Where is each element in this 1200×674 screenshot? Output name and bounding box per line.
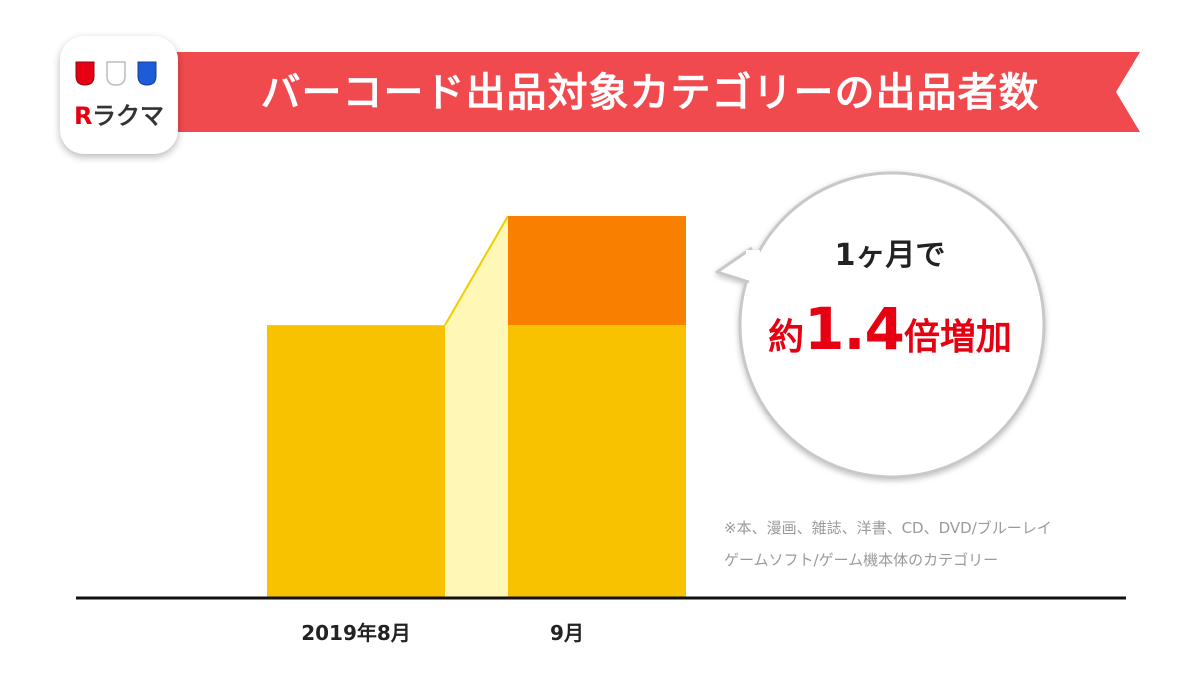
- bar-09-increase: [508, 216, 686, 326]
- page-title: バーコード出品対象カテゴリーの出品者数: [260, 70, 1040, 116]
- rakuma-logo-icon: R ラクマ: [74, 61, 164, 130]
- growth-connector: [445, 216, 508, 598]
- footnote-line-2: ゲームソフト/ゲーム機本体のカテゴリー: [724, 551, 999, 569]
- footnote-line-1: ※本、漫画、雑誌、洋書、CD、DVD/ブルーレイ: [724, 519, 1052, 537]
- bar-2019-08: [267, 325, 445, 598]
- callout-line-2: 約1.4倍増加: [740, 284, 1040, 374]
- callout-line-1: 1ヶ月で: [834, 238, 946, 273]
- x-tick-label-09: 9月: [550, 621, 584, 645]
- callout-suffix: 倍増加: [903, 317, 1012, 358]
- speech-bubble: [715, 171, 1046, 479]
- rakuma-app-icon: R ラクマ: [60, 36, 178, 154]
- callout: 1ヶ月で 約1.4倍増加: [740, 228, 1040, 374]
- title-banner: [160, 52, 1140, 132]
- footnote: ※本、漫画、雑誌、洋書、CD、DVD/ブルーレイ ゲームソフト/ゲーム機本体のカ…: [724, 512, 1154, 576]
- callout-prefix: 約: [768, 317, 805, 358]
- callout-value: 1.4: [804, 295, 905, 363]
- svg-text:ラクマ: ラクマ: [92, 102, 164, 130]
- bar-09-base: [508, 325, 686, 598]
- growth-connector-edge: [444, 215, 509, 326]
- svg-text:R: R: [74, 102, 92, 130]
- x-tick-label-2019-08: 2019年8月: [301, 621, 411, 645]
